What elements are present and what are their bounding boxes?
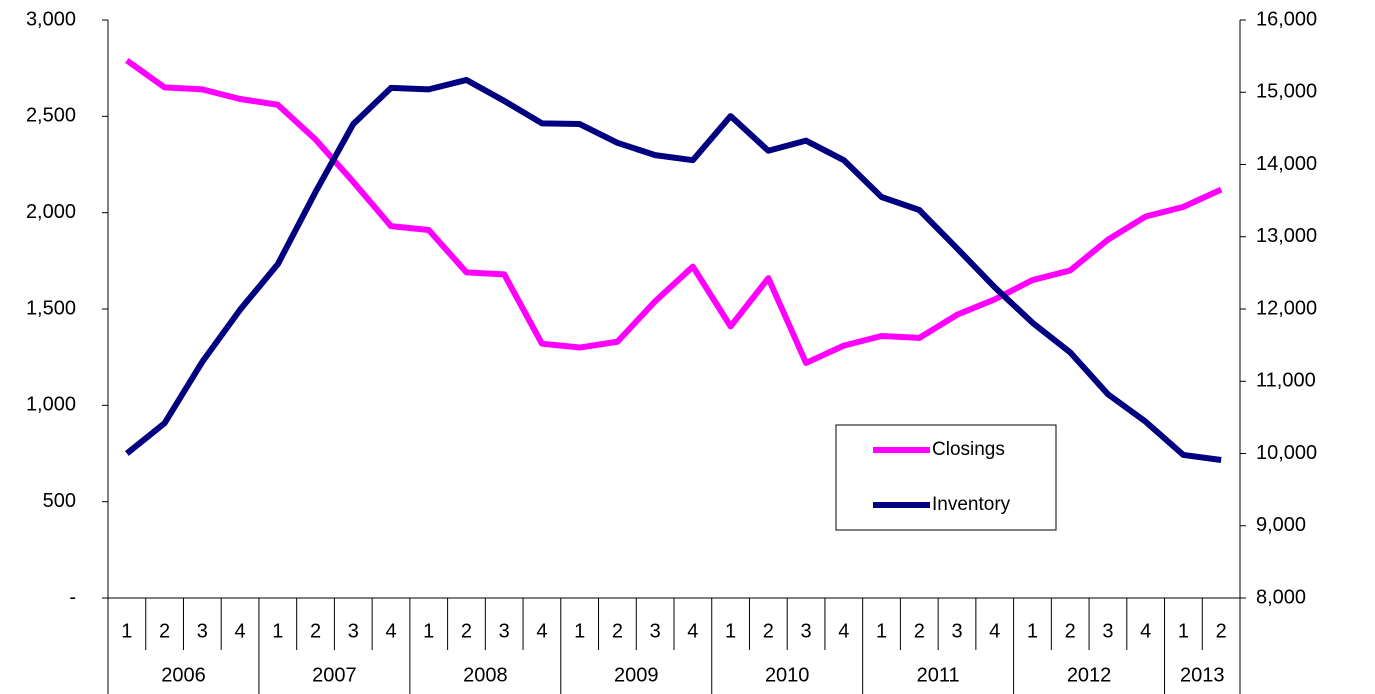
x-tick-label: 1 xyxy=(1178,620,1189,642)
x-tick-label: 2 xyxy=(763,620,774,642)
x-tick-label: 2 xyxy=(1065,620,1076,642)
y2-tick-label: 15,000 xyxy=(1256,81,1317,103)
x-group-label: 2013 xyxy=(1180,664,1225,686)
x-group-label: 2006 xyxy=(161,664,206,686)
x-tick-label: 3 xyxy=(1102,620,1113,642)
x-tick-label: 1 xyxy=(1027,620,1038,642)
y2-tick-label: 12,000 xyxy=(1256,297,1317,319)
x-tick-label: 4 xyxy=(385,620,396,642)
y2-tick-label: 10,000 xyxy=(1256,442,1317,464)
y2-tick-label: 16,000 xyxy=(1256,8,1317,30)
series-line xyxy=(124,76,1222,463)
y2-tick-label: 9,000 xyxy=(1256,514,1306,536)
y-tick-label: 2,500 xyxy=(26,105,76,127)
x-tick-label: 1 xyxy=(876,620,887,642)
x-tick-label: 1 xyxy=(423,620,434,642)
y-tick-label: - xyxy=(69,586,76,608)
x-group-label: 2010 xyxy=(765,664,810,686)
series-line xyxy=(125,58,1223,366)
x-group-label: 2009 xyxy=(614,664,659,686)
x-tick-label: 4 xyxy=(838,620,849,642)
x-tick-label: 2 xyxy=(461,620,472,642)
x-tick-label: 4 xyxy=(235,620,246,642)
x-group-label: 2008 xyxy=(463,664,508,686)
x-tick-label: 4 xyxy=(536,620,547,642)
x-tick-label: 3 xyxy=(197,620,208,642)
y2-tick-label: 8,000 xyxy=(1256,586,1306,608)
legend-label: Closings xyxy=(932,439,1005,460)
x-tick-label: 1 xyxy=(725,620,736,642)
x-tick-label: 1 xyxy=(272,620,283,642)
x-tick-label: 3 xyxy=(951,620,962,642)
y-tick-label: 2,000 xyxy=(26,201,76,223)
x-tick-label: 3 xyxy=(650,620,661,642)
y2-tick-label: 13,000 xyxy=(1256,225,1317,247)
y-tick-label: 1,000 xyxy=(26,394,76,416)
x-tick-label: 2 xyxy=(612,620,623,642)
x-tick-label: 4 xyxy=(1140,620,1151,642)
x-tick-label: 4 xyxy=(989,620,1000,642)
y2-tick-label: 11,000 xyxy=(1256,370,1316,392)
y2-tick-label: 14,000 xyxy=(1256,153,1317,175)
legend-label: Inventory xyxy=(932,494,1011,515)
x-group-label: 2012 xyxy=(1067,664,1112,686)
x-tick-label: 2 xyxy=(159,620,170,642)
x-tick-label: 3 xyxy=(499,620,510,642)
x-tick-label: 2 xyxy=(914,620,925,642)
y-tick-label: 1,500 xyxy=(26,297,76,319)
x-tick-label: 1 xyxy=(121,620,132,642)
x-tick-label: 2 xyxy=(1216,620,1227,642)
x-tick-label: 3 xyxy=(348,620,359,642)
x-tick-label: 2 xyxy=(310,620,321,642)
x-tick-label: 1 xyxy=(574,620,585,642)
x-group-label: 2007 xyxy=(312,664,357,686)
y-tick-label: 500 xyxy=(43,490,76,512)
y-tick-label: 3,000 xyxy=(26,8,76,30)
x-tick-label: 3 xyxy=(801,620,812,642)
x-group-label: 2011 xyxy=(917,664,960,686)
x-tick-label: 4 xyxy=(687,620,698,642)
legend-box xyxy=(835,424,1057,531)
